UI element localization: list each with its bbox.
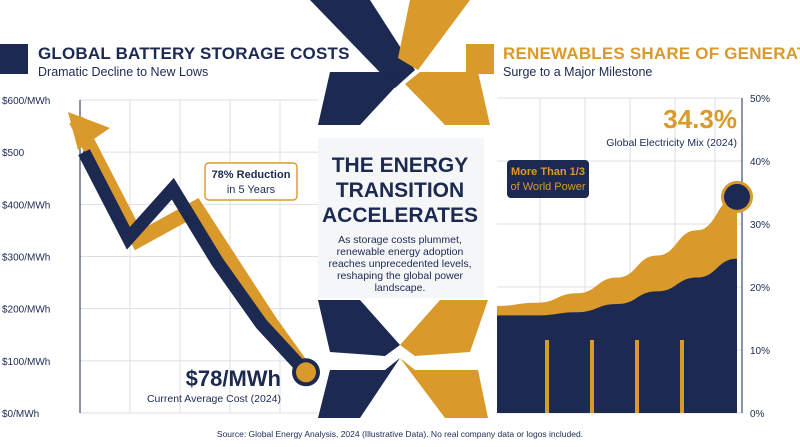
- right-chart-subtitle: Surge to a Major Milestone: [503, 65, 652, 79]
- milestone-value: More Than 1/3: [511, 166, 585, 178]
- milestone-box: [507, 160, 589, 198]
- bar-separator: [680, 340, 684, 413]
- y-tick-label: $500: [2, 148, 25, 159]
- y-tick-label: $200/MWh: [2, 305, 50, 316]
- right-series: [497, 180, 753, 413]
- y-tick-label: $0/MWh: [2, 409, 39, 420]
- right-chart-title: RENEWABLES SHARE OF GENERATION: [503, 44, 800, 63]
- decorative-chevrons: [310, 0, 490, 418]
- y-tick-label: $600/MWh: [2, 96, 50, 107]
- bar-separator: [545, 340, 549, 413]
- source-note: Source: Global Energy Analysis, 2024 (Il…: [217, 429, 583, 439]
- body-line: landscape.: [375, 282, 426, 294]
- y-tick-label: 40%: [750, 157, 770, 168]
- bar-separator: [635, 340, 639, 413]
- current-cost-value: $78/MWh: [186, 366, 281, 391]
- y-tick-label: 0%: [750, 409, 765, 420]
- current-share-label: Global Electricity Mix (2024): [606, 137, 737, 149]
- left-chart-subtitle: Dramatic Decline to New Lows: [38, 65, 208, 79]
- y-tick-label: 10%: [750, 346, 770, 357]
- milestone-callout: More Than 1/3 of World Power: [507, 160, 589, 198]
- body-line: reaches unprecedented levels,: [328, 258, 471, 270]
- data-point: [127, 237, 130, 240]
- data-point: [83, 151, 85, 154]
- y-tick-label: $100/MWh: [2, 357, 50, 368]
- y-tick-label: 50%: [750, 94, 770, 105]
- center-message: THE ENERGY TRANSITION ACCELERATES As sto…: [318, 138, 484, 298]
- left-chart-title: GLOBAL BATTERY STORAGE COSTS: [38, 44, 350, 63]
- current-cost-callout: $78/MWh Current Average Cost (2024): [147, 366, 281, 405]
- right-y-axis: 50% 40% 30% 20% 10% 0%: [750, 94, 770, 420]
- y-tick-label: 20%: [750, 283, 770, 294]
- data-point: [216, 260, 219, 263]
- share-area-lower: [497, 258, 737, 413]
- data-point: [171, 187, 174, 190]
- data-point-core: [296, 362, 316, 383]
- body-line: renewable energy adoption: [337, 246, 464, 258]
- cost-line: [78, 149, 311, 377]
- current-share-value: 34.3%: [663, 104, 737, 134]
- reduction-callout: 78% Reduction in 5 Years: [204, 162, 298, 201]
- y-tick-label: $400/MWh: [2, 200, 50, 211]
- headline-line: ACCELERATES: [322, 204, 478, 227]
- headline-line: THE ENERGY: [332, 154, 469, 177]
- title-accent-bar: [0, 44, 28, 74]
- y-tick-label: 30%: [750, 220, 770, 231]
- reduction-value: 78% Reduction: [212, 169, 291, 181]
- center-background: [318, 138, 484, 298]
- current-share-callout: 34.3% Global Electricity Mix (2024): [606, 104, 737, 149]
- bar-separator: [590, 340, 594, 413]
- y-tick-label: $300/MWh: [2, 253, 50, 264]
- current-cost-label: Current Average Cost (2024): [147, 393, 281, 405]
- data-point: [724, 183, 750, 210]
- body-line: As storage costs plummet,: [338, 234, 462, 246]
- headline-line: TRANSITION: [336, 179, 464, 202]
- callout-box: [204, 162, 298, 201]
- left-series: [68, 112, 320, 387]
- title-accent-bar: [466, 44, 494, 74]
- left-y-axis: $600/MWh $500 $400/MWh $300/MWh $200/MWh $100…: [2, 96, 50, 420]
- renewables-share-panel: RENEWABLES SHARE OF GENERATION Surge to …: [466, 44, 800, 420]
- data-point: [260, 323, 263, 326]
- trend-arrow-head: [68, 112, 110, 150]
- reduction-text: in 5 Years: [227, 184, 276, 196]
- battery-cost-panel: GLOBAL BATTERY STORAGE COSTS Dramatic De…: [0, 44, 350, 420]
- body-line: reshaping the global power: [337, 270, 464, 282]
- milestone-text: of World Power: [511, 181, 586, 193]
